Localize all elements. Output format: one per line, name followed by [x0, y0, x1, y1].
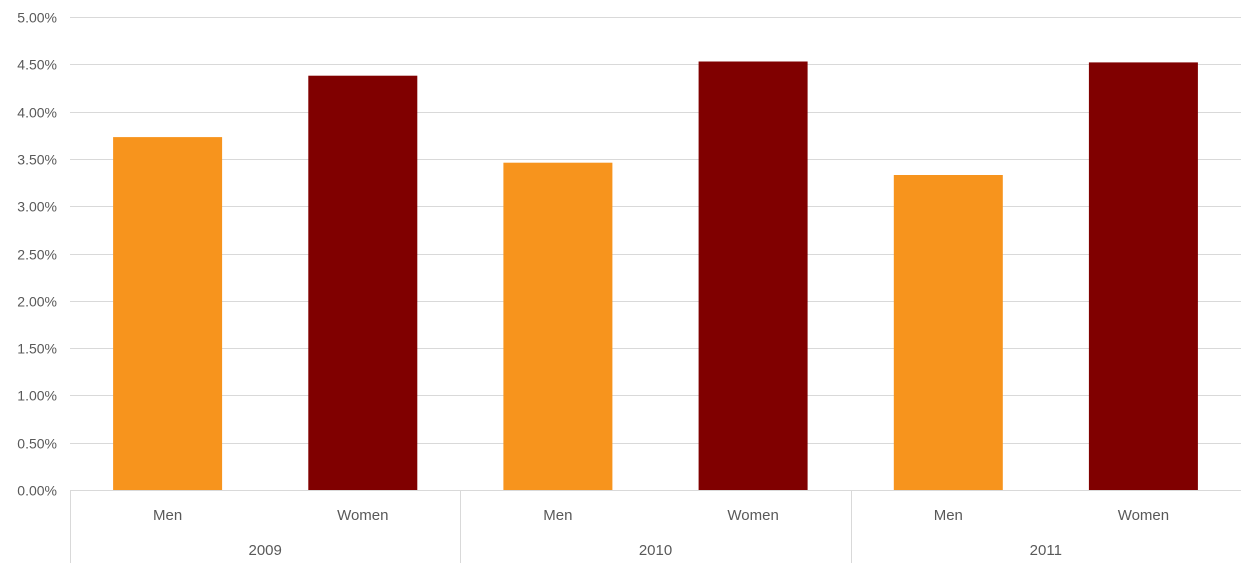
y-tick-label: 1.00% — [17, 388, 57, 404]
x-group-label: 2010 — [639, 542, 672, 559]
x-axis: Men Women 2009 Men Women 2010 Men Women 2011 — [70, 490, 1241, 563]
bar-2011-women — [1088, 62, 1198, 491]
x-category-label: Men — [934, 507, 963, 524]
y-tick-label: 0.00% — [17, 483, 57, 499]
y-tick-label: 3.50% — [17, 152, 57, 168]
y-tick-label: 4.50% — [17, 57, 57, 73]
y-axis: 0.00% 0.50% 1.00% 1.50% 2.00% 2.50% 3.00% 3.50%… — [17, 10, 57, 499]
x-category-label: Women — [727, 507, 778, 524]
y-tick-label: 1.50% — [17, 341, 57, 357]
y-tick-label: 5.00% — [17, 10, 57, 26]
y-tick-label: 2.50% — [17, 247, 57, 263]
bars — [113, 61, 1198, 491]
x-group-label: 2011 — [1030, 542, 1062, 559]
y-tick-label: 0.50% — [17, 436, 57, 452]
y-tick-label: 4.00% — [17, 105, 57, 121]
bar-2010-men — [503, 162, 613, 490]
x-category-label: Men — [543, 507, 572, 524]
y-tick-label: 2.00% — [17, 294, 57, 310]
x-group-label: 2009 — [249, 542, 282, 559]
bar-2010-women — [698, 61, 808, 490]
gridlines — [70, 17, 1241, 444]
x-category-label: Men — [153, 507, 182, 524]
bar-2009-men — [113, 137, 223, 490]
y-tick-label: 3.00% — [17, 199, 57, 215]
x-category-label: Women — [337, 507, 388, 524]
x-category-label: Women — [1118, 507, 1169, 524]
bar-2009-women — [308, 75, 418, 490]
bar-2011-men — [893, 175, 1003, 490]
